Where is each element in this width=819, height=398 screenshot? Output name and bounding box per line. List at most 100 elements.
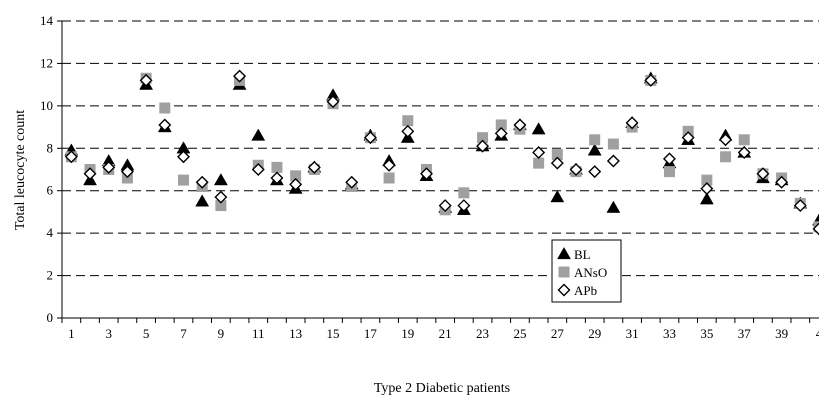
point-apb-27 [550, 156, 564, 170]
x-tick-label-31: 31 [626, 326, 639, 341]
point-anso-37 [738, 134, 750, 146]
point-apb-24 [494, 126, 508, 140]
point-apb-21 [438, 199, 452, 213]
x-tick-label-23: 23 [476, 326, 489, 341]
point-anso-23 [477, 132, 489, 144]
point-bl-8 [195, 194, 210, 207]
point-bl-11 [251, 128, 266, 141]
point-apb-41 [812, 222, 819, 236]
legend-marker-anso [558, 266, 570, 278]
point-apb-22 [457, 199, 471, 213]
point-apb-36 [719, 133, 733, 147]
x-tick-label-15: 15 [327, 326, 340, 341]
point-bl-30 [606, 200, 621, 213]
x-tick-label-4: 4 [816, 326, 819, 341]
y-tick-label-2: 2 [47, 268, 54, 283]
x-tick-label-21: 21 [439, 326, 452, 341]
point-apb-32 [644, 73, 658, 87]
x-tick-label-19: 19 [401, 326, 414, 341]
point-apb-26 [532, 146, 546, 160]
legend-marker-apb [557, 283, 571, 297]
point-apb-37 [737, 146, 751, 160]
x-tick-label-9: 9 [218, 326, 225, 341]
point-apb-39 [775, 175, 789, 189]
point-apb-40 [793, 199, 807, 213]
x-tick-label-35: 35 [700, 326, 713, 341]
x-tick-label-27: 27 [551, 326, 565, 341]
axes [61, 21, 819, 319]
x-tick-label-33: 33 [663, 326, 676, 341]
point-apb-20 [419, 167, 433, 181]
point-anso-22 [458, 187, 470, 199]
point-apb-8 [195, 175, 209, 189]
x-tick-label-5: 5 [143, 326, 150, 341]
point-apb-25 [513, 118, 527, 132]
point-apb-9 [214, 190, 228, 204]
point-apb-17 [363, 131, 377, 145]
x-tick-label-1: 1 [68, 326, 75, 341]
x-tick-label-25: 25 [513, 326, 526, 341]
point-anso-30 [607, 138, 619, 150]
point-anso-27 [551, 149, 563, 161]
point-apb-13 [289, 177, 303, 191]
point-bl-9 [213, 173, 228, 186]
point-apb-18 [382, 158, 396, 172]
point-anso-9 [215, 200, 227, 212]
point-bl-29 [587, 143, 602, 156]
point-apb-16 [345, 175, 359, 189]
point-anso-24 [495, 119, 507, 131]
legend: BL ANsO APb [551, 239, 622, 303]
x-tick-label-7: 7 [180, 326, 187, 341]
point-apb-14 [307, 160, 321, 174]
point-apb-31 [625, 116, 639, 130]
point-anso-18 [383, 172, 395, 184]
y-axis-ticks: 0 2 4 6 8 10 12 14 [40, 13, 62, 325]
point-anso-35 [701, 174, 713, 186]
point-apb-6 [158, 118, 172, 132]
point-anso-19 [402, 115, 414, 127]
y-tick-label-4: 4 [47, 225, 54, 240]
gridlines [62, 20, 819, 277]
x-axis-ticks: 1 3 5 7 9 11 13 15 17 19 21 23 25 27 29 31 33 35 37 39 4 [61, 318, 819, 341]
point-apb-1 [64, 150, 78, 164]
x-tick-label-3: 3 [105, 326, 112, 341]
point-apb-29 [588, 165, 602, 179]
legend-items [557, 246, 571, 297]
point-bl-26 [531, 122, 546, 135]
point-apb-11 [251, 163, 265, 176]
point-bl-27 [550, 190, 565, 203]
point-apb-19 [401, 124, 415, 138]
point-anso-29 [589, 134, 601, 146]
point-apb-28 [569, 163, 583, 176]
x-tick-label-29: 29 [588, 326, 601, 341]
legend-label-bl: BL [574, 247, 591, 262]
point-apb-10 [233, 69, 247, 83]
x-tick-label-17: 17 [364, 326, 378, 341]
x-tick-label-39: 39 [775, 326, 788, 341]
point-anso-13 [290, 170, 302, 182]
legend-label-anso: ANsO [574, 265, 607, 280]
series-apb [64, 69, 819, 236]
point-apb-30 [606, 154, 620, 168]
point-apb-33 [662, 152, 676, 166]
point-apb-34 [681, 131, 695, 145]
x-axis-title: Type 2 Diabetic patients [374, 381, 510, 396]
y-tick-label-10: 10 [40, 98, 53, 113]
point-apb-23 [476, 139, 490, 153]
point-anso-33 [663, 166, 675, 178]
y-tick-label-0: 0 [47, 310, 54, 325]
point-anso-36 [720, 151, 732, 163]
point-apb-4 [120, 165, 134, 179]
point-apb-15 [326, 95, 340, 109]
data-marks [64, 69, 819, 236]
point-anso-12 [271, 161, 283, 173]
x-tick-label-37: 37 [738, 326, 752, 341]
point-apb-38 [756, 167, 770, 181]
legend-label-apb: APb [574, 283, 597, 298]
point-bl-35 [699, 192, 714, 205]
legend-marker-bl [557, 246, 571, 260]
point-anso-26 [533, 157, 545, 169]
y-tick-label-6: 6 [47, 183, 54, 198]
point-anso-6 [159, 102, 171, 114]
